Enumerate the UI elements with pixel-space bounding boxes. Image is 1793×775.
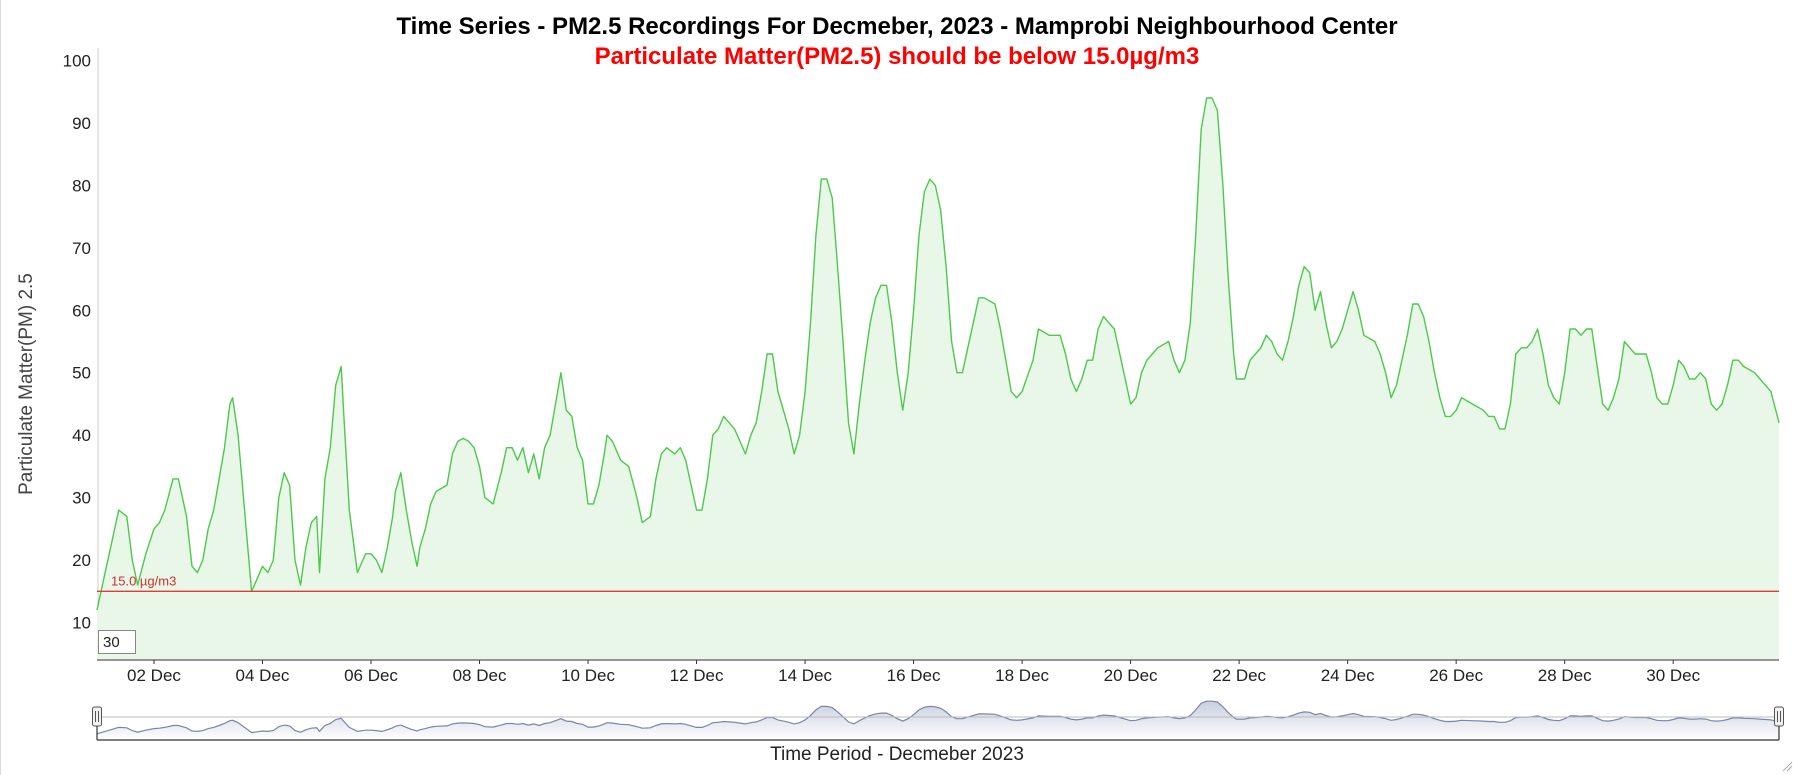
x-tick-label: 14 Dec <box>778 666 832 685</box>
y-tick-label: 10 <box>72 614 91 633</box>
y-tick-label: 70 <box>72 239 91 258</box>
x-tick-label: 16 Dec <box>887 666 941 685</box>
x-tick-label: 02 Dec <box>127 666 181 685</box>
x-tick-label: 12 Dec <box>670 666 724 685</box>
pm25-series-line <box>96 97 1780 611</box>
y-tick-label: 50 <box>72 364 91 383</box>
navigator-line <box>96 700 1780 735</box>
y-tick-label: 90 <box>72 114 91 133</box>
x-tick-label: 10 Dec <box>561 666 615 685</box>
x-tick-label: 24 Dec <box>1321 666 1375 685</box>
x-tick-label: 06 Dec <box>344 666 398 685</box>
navigator-left-handle[interactable] <box>92 706 102 727</box>
y-tick-label: 40 <box>72 426 91 445</box>
y-axis-label: Particulate Matter(PM) 2.5 <box>16 273 37 495</box>
x-tick-label: 22 Dec <box>1212 666 1266 685</box>
navigator-right-handle[interactable] <box>1774 706 1784 727</box>
x-tick-label: 30 Dec <box>1646 666 1700 685</box>
pm25-area <box>97 98 1779 660</box>
resize-grip-icon[interactable] <box>1782 761 1793 772</box>
x-axis-label: Time Period - Decmeber 2023 <box>770 744 1024 765</box>
x-tick-label: 18 Dec <box>995 666 1049 685</box>
y-tick-label: 30 <box>72 489 91 508</box>
navigator-area <box>97 701 1779 740</box>
y-tick-label: 100 <box>63 51 91 70</box>
x-tick-label: 08 Dec <box>453 666 507 685</box>
x-tick-label: 20 Dec <box>1104 666 1158 685</box>
chart-subtitle: Particulate Matter(PM2.5) should be belo… <box>595 43 1200 70</box>
x-tick-label: 04 Dec <box>236 666 290 685</box>
x-tick-label: 26 Dec <box>1429 666 1483 685</box>
x-tick-label: 28 Dec <box>1538 666 1592 685</box>
threshold-label: 15.0 µg/m3 <box>111 573 176 588</box>
period-input[interactable]: 30 <box>98 630 136 654</box>
chart-title: Time Series - PM2.5 Recordings For Decme… <box>396 13 1397 40</box>
y-tick-label: 60 <box>72 301 91 320</box>
y-tick-label: 80 <box>72 176 91 195</box>
y-tick-label: 20 <box>72 551 91 570</box>
